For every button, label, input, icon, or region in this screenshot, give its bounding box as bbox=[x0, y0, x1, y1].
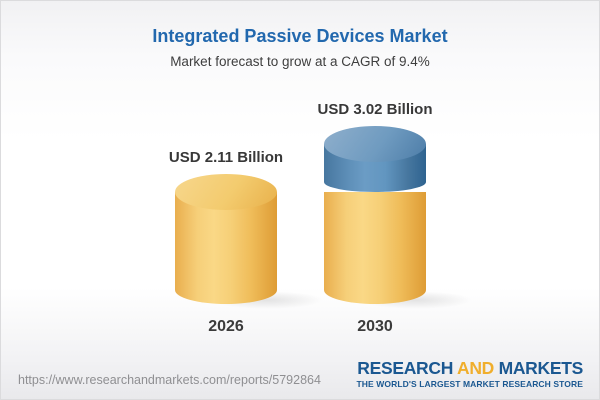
chart-title: Integrated Passive Devices Market bbox=[152, 26, 448, 46]
year-label-2030: 2030 bbox=[357, 318, 393, 335]
logo-word-and: AND bbox=[456, 357, 494, 378]
value-label-2026: USD 2.11 Billion bbox=[168, 149, 284, 167]
logo-word-markets: MARKETS bbox=[498, 357, 584, 378]
logo-word-research: RESEARCH bbox=[357, 357, 454, 378]
chart-subtitle: Market forecast to grow at a CAGR of 9.4… bbox=[170, 54, 430, 69]
cylinder-segment-base-market-size bbox=[175, 192, 277, 304]
logo-tagline: THE WORLD'S LARGEST MARKET RESEARCH STOR… bbox=[356, 379, 583, 389]
research-and-markets-logo: RESEARCH AND MARKETS THE WORLD'S LARGEST… bbox=[356, 357, 584, 389]
value-label-2030: USD 3.02 Billion bbox=[317, 100, 433, 118]
logo-wordmark: RESEARCH AND MARKETS bbox=[357, 357, 584, 378]
cylinder-top-cap bbox=[175, 174, 277, 211]
year-label-2026: 2026 bbox=[208, 318, 244, 335]
report-url-link[interactable]: https://www.researchandmarkets.com/repor… bbox=[18, 373, 321, 387]
cylinder-segment-base-market-size bbox=[324, 192, 426, 304]
cylinder-top-cap bbox=[324, 125, 426, 162]
